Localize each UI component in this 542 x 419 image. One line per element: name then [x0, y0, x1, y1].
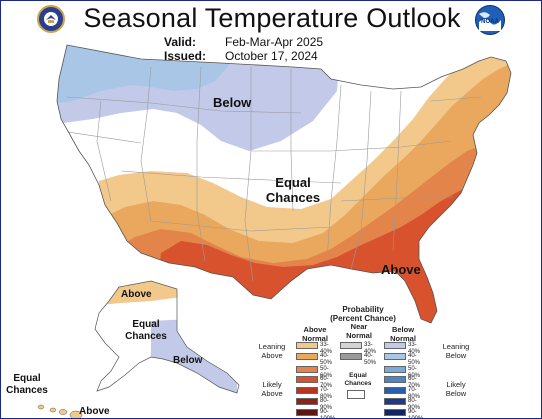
swatch-label-above-70-80: 70-80% [320, 387, 333, 400]
swatch-below-70-80 [384, 387, 406, 394]
swatch-above-80-90 [296, 398, 318, 405]
legend-equal-chances: Equal Chances [344, 372, 372, 387]
legend-col-near: Near Normal [346, 322, 372, 340]
swatch-label-above-80-90: 80-90% [320, 398, 333, 411]
conus-outline [56, 44, 512, 324]
label-above-conus: Above [381, 262, 421, 277]
label-equal-alaska: Equal Chances [125, 319, 167, 342]
legend-leaning-below: Leaning Below [442, 342, 470, 360]
swatch-label-below-50-60: 50-60% [408, 366, 421, 379]
swatch-above-33-40 [296, 342, 318, 349]
legend-likely-above: Likely Above [261, 380, 283, 398]
valid-value: Feb-Mar-Apr 2025 [225, 35, 324, 49]
swatch-label-above-33-40: 33-40% [320, 342, 333, 355]
legend-col-below: Below Normal [390, 325, 416, 343]
swatch-label-above-90-100: 90-100% [320, 409, 336, 419]
page-title: Seasonal Temperature Outlook [83, 3, 461, 33]
swatch-near-33-40 [340, 342, 362, 349]
hawaii-islands [37, 404, 83, 418]
swatch-label-above-60-70: 60-70% [320, 376, 333, 389]
label-above-alaska: Above [121, 289, 152, 300]
swatch-label-near-33-40: 33-40% [364, 342, 377, 355]
issued-label: Issued: [164, 49, 207, 63]
swatch-label-below-40-50: 40-50% [408, 353, 421, 366]
label-below-alaska: Below [173, 355, 203, 366]
swatch-label-above-50-60: 50-60% [320, 366, 333, 379]
valid-label: Valid: [164, 35, 197, 49]
swatch-label-below-70-80: 70-80% [408, 387, 421, 400]
swatch-below-50-60 [384, 366, 406, 373]
swatch-above-90-100 [296, 409, 318, 416]
noaa-logo-icon: NOAA [475, 5, 505, 35]
swatch-below-60-70 [384, 376, 406, 383]
label-equal-hawaii: Equal Chances [6, 373, 48, 396]
swatch-below-90-100 [384, 409, 406, 416]
label-below-conus: Below [213, 95, 252, 110]
legend-subtitle: (Percent Chance) [330, 314, 396, 323]
swatch-above-60-70 [296, 376, 318, 383]
doc-seal-icon [37, 5, 65, 33]
svg-text:NOAA: NOAA [481, 19, 499, 25]
alaska-outline [94, 280, 240, 394]
swatch-below-33-40 [384, 342, 406, 349]
swatch-above-40-50 [296, 353, 318, 360]
swatch-below-80-90 [384, 398, 406, 405]
swatch-above-50-60 [296, 366, 318, 373]
swatch-label-below-33-40: 33-40% [408, 342, 421, 355]
legend-col-above: Above Normal [302, 325, 328, 343]
legend-title: Probability [342, 305, 384, 314]
label-equal-conus: Equal Chances [265, 175, 321, 205]
label-above-hawaii: Above [79, 406, 110, 417]
legend-leaning-above: Leaning Above [258, 342, 286, 360]
swatch-near-40-50 [340, 353, 362, 360]
issued-value: October 17, 2024 [225, 49, 318, 63]
swatch-label-near-40-50: 40-50% [364, 353, 377, 366]
swatch-below-40-50 [384, 353, 406, 360]
alaska-shading [95, 281, 239, 393]
swatch-equal-chances [347, 390, 365, 399]
swatch-label-above-40-50: 40-50% [320, 353, 333, 366]
swatch-label-below-90-100: 90-100% [408, 409, 424, 419]
swatch-label-below-60-70: 60-70% [408, 376, 421, 389]
swatch-above-70-80 [296, 387, 318, 394]
swatch-label-below-80-90: 80-90% [408, 398, 421, 411]
legend-likely-below: Likely Below [445, 380, 467, 398]
